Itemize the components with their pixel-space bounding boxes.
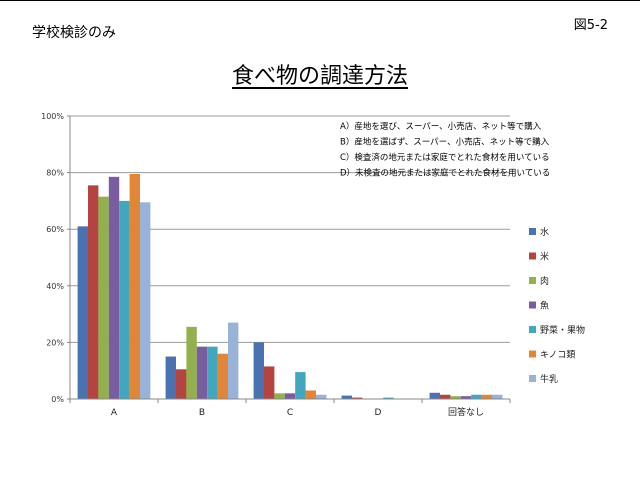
bar: [492, 394, 503, 399]
legend-label: 魚: [540, 300, 549, 312]
bar: [207, 346, 218, 399]
y-tick-label: 100%: [41, 112, 64, 121]
bar: [295, 372, 306, 399]
bars: [77, 174, 503, 399]
bar: [129, 174, 140, 399]
bar: [77, 226, 88, 399]
y-tick-label: 80%: [46, 169, 64, 178]
legend-swatch: [529, 252, 536, 260]
legend-label: 肉: [540, 275, 549, 287]
legend-label: キノコ類: [540, 350, 575, 361]
bar: [88, 185, 99, 399]
bar: [481, 394, 492, 399]
annotation-line: A）産地を選び、スーパー、小売店、ネット等で購入: [340, 121, 542, 132]
bar: [274, 393, 285, 399]
page-subtitle: 学校検診のみ: [32, 25, 116, 41]
bar: [429, 392, 440, 399]
legend-swatch: [529, 375, 536, 382]
legend-swatch: [529, 350, 536, 358]
x-axis-category-labels: A B C D 回答なし: [111, 406, 484, 418]
bar: [165, 356, 176, 399]
bar: [383, 397, 394, 399]
bar: [316, 394, 327, 399]
bar: [176, 369, 187, 399]
x-category-label: D: [375, 408, 382, 418]
legend-swatch: [529, 301, 536, 309]
annotation-line: B）産地を選ばず、スーパー、小売店、ネット等で購入: [340, 137, 550, 148]
legend-label: 牛乳: [540, 373, 558, 385]
bar: [450, 396, 461, 399]
bar: [140, 202, 151, 399]
bar: [196, 346, 208, 399]
legend-swatch: [529, 326, 536, 333]
bar: [217, 353, 228, 399]
y-axis-tick-labels: 0% 20% 40% 60% 80% 100%: [41, 112, 64, 404]
x-category-label: C: [287, 408, 293, 418]
figure-label: 図5-2: [573, 18, 608, 33]
legend-swatch: [529, 277, 536, 284]
legend-swatch: [529, 228, 536, 235]
bar: [460, 396, 472, 399]
y-tick-label: 20%: [46, 338, 64, 347]
bar: [305, 390, 316, 399]
y-tick-label: 60%: [46, 225, 64, 234]
bar: [284, 393, 296, 399]
bar: [108, 176, 120, 399]
y-tick-label: 40%: [46, 282, 64, 291]
bar: [98, 196, 109, 399]
bar: [119, 200, 130, 399]
bar: [186, 326, 197, 399]
bar: [264, 366, 275, 399]
bar: [228, 322, 239, 399]
x-category-label: 回答なし: [448, 406, 484, 418]
bar: [471, 394, 482, 399]
chart-title: 食べ物の調達方法: [231, 64, 408, 89]
x-category-label: A: [111, 408, 118, 418]
bar: [440, 394, 451, 399]
axes: [67, 115, 511, 403]
x-category-label: B: [199, 408, 205, 418]
legend-label: 野菜・果物: [540, 324, 585, 336]
y-tick-label: 0%: [51, 395, 64, 404]
legend-label: 水: [540, 226, 549, 238]
bar: [253, 342, 264, 399]
bar: [352, 397, 363, 399]
bar: [341, 395, 352, 399]
annotation-line: C）検査済の地元または家庭でとれた食材を用いている: [340, 152, 550, 163]
top-border-line: [0, 0, 640, 1]
legend-label: 米: [540, 251, 549, 263]
annotation-line: D）未検査の地元または家庭でとれた食材を用いている: [340, 168, 550, 179]
annotation-block: A）産地を選び、スーパー、小売店、ネット等で購入 B）産地を選ばず、スーパー、小売…: [340, 121, 550, 179]
